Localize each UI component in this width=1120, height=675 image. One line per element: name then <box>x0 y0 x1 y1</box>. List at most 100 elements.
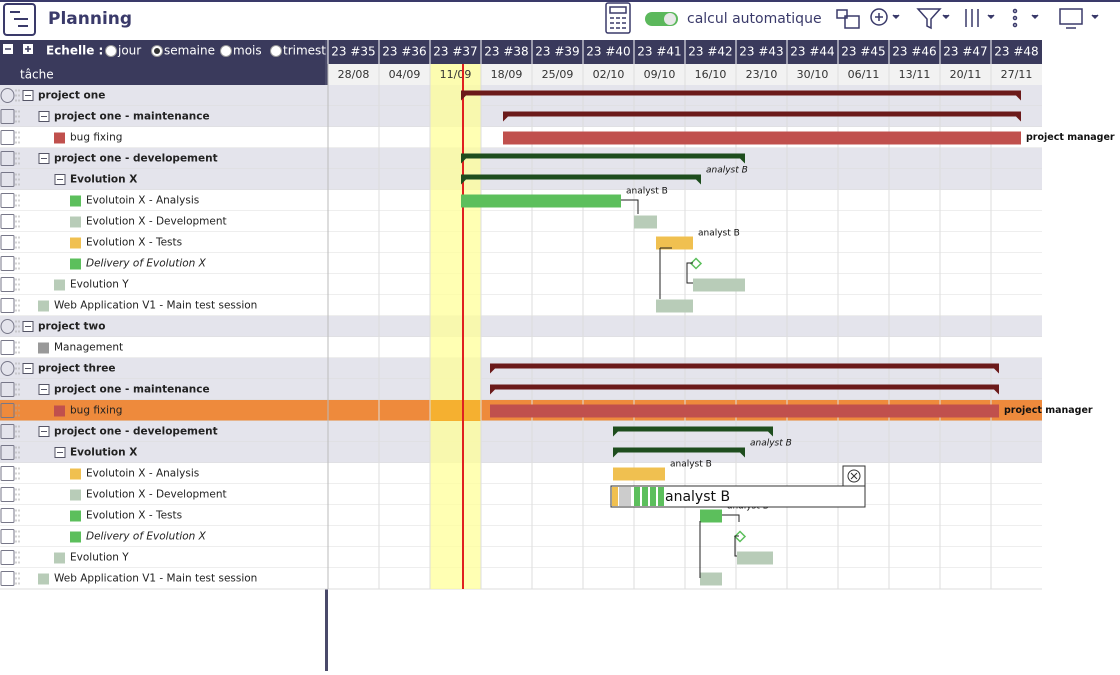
summary-bar[interactable] <box>461 153 745 164</box>
task-name[interactable]: bug fixing <box>70 132 122 144</box>
task-name[interactable]: bug fixing <box>70 405 122 417</box>
summary-bar[interactable] <box>613 447 745 458</box>
milestone[interactable] <box>733 530 747 543</box>
drag-handle[interactable] <box>15 362 20 375</box>
row-background <box>0 526 1042 547</box>
summary-bar[interactable] <box>490 363 999 374</box>
drag-handle[interactable] <box>15 551 20 564</box>
group-name[interactable]: project one - developement <box>54 153 218 165</box>
drag-handle[interactable] <box>15 257 20 270</box>
summary-bar[interactable] <box>503 111 1021 122</box>
task-bar[interactable] <box>700 509 722 523</box>
milestone[interactable] <box>689 257 703 270</box>
calculator-icon[interactable] <box>605 2 631 34</box>
row-icon <box>0 172 15 187</box>
scale-radio[interactable] <box>105 45 117 57</box>
drag-handle[interactable] <box>15 215 20 228</box>
task-name[interactable]: Evolutoin X - Analysis <box>86 195 199 207</box>
task-name[interactable]: Evolution Y <box>70 552 129 564</box>
drag-handle[interactable] <box>15 383 20 396</box>
drag-handle[interactable] <box>15 530 20 543</box>
group-name[interactable]: project one <box>38 90 105 102</box>
scale-option[interactable]: trimest <box>283 44 326 58</box>
more-menu[interactable] <box>1012 8 1039 28</box>
task-name[interactable]: Delivery of Evolution X <box>86 531 207 543</box>
task-bar[interactable] <box>634 215 657 229</box>
drag-handle[interactable] <box>15 278 20 291</box>
summary-bar[interactable] <box>490 384 999 395</box>
drag-handle[interactable] <box>15 446 20 459</box>
drag-handle[interactable] <box>15 110 20 123</box>
task-bar[interactable] <box>461 194 621 208</box>
drag-handle[interactable] <box>15 488 20 501</box>
task-name[interactable]: Web Application V1 - Main test session <box>54 300 257 312</box>
task-name[interactable]: Evolution Y <box>70 279 129 291</box>
group-name[interactable]: project two <box>38 321 105 333</box>
row-icon <box>0 466 15 481</box>
task-bar[interactable] <box>613 467 665 481</box>
task-bar[interactable] <box>700 572 722 586</box>
add-menu[interactable] <box>870 8 900 26</box>
drag-handle[interactable] <box>15 425 20 438</box>
task-bar[interactable] <box>656 236 693 250</box>
resource-icon[interactable] <box>836 9 860 29</box>
drag-handle[interactable] <box>15 341 20 354</box>
collapse-all[interactable] <box>3 44 13 54</box>
drag-handle[interactable] <box>15 467 20 480</box>
scale-option[interactable]: semaine <box>164 44 215 58</box>
display-menu[interactable] <box>1059 8 1099 29</box>
scale-radio[interactable] <box>270 45 282 57</box>
task-bar[interactable] <box>503 131 1021 145</box>
app-icon[interactable] <box>3 3 36 36</box>
task-name[interactable]: Evolution X - Development <box>86 489 227 501</box>
expand-all[interactable] <box>23 44 33 54</box>
task-name[interactable]: Evolutoin X - Analysis <box>86 468 199 480</box>
task-color <box>70 468 81 480</box>
task-name[interactable]: Evolution X - Tests <box>86 237 182 249</box>
task-name[interactable]: Delivery of Evolution X <box>86 258 207 270</box>
task-bar[interactable] <box>693 278 745 292</box>
columns-menu[interactable] <box>965 9 995 27</box>
date-label: 25/09 <box>542 68 574 81</box>
summary-bar[interactable] <box>461 90 1021 101</box>
group-name[interactable]: project one - maintenance <box>54 111 210 123</box>
drag-handle[interactable] <box>15 320 20 333</box>
group-name[interactable]: project one - developement <box>54 426 218 438</box>
group-name[interactable]: project three <box>38 363 115 375</box>
task-name[interactable]: Evolution X - Tests <box>86 510 182 522</box>
group-name[interactable]: Evolution X <box>70 174 137 186</box>
drag-handle[interactable] <box>15 572 20 585</box>
drag-handle[interactable] <box>15 236 20 249</box>
week-label: 23 #48 <box>994 45 1038 59</box>
summary-bar[interactable] <box>461 174 701 185</box>
drag-handle[interactable] <box>15 509 20 522</box>
task-bar[interactable] <box>737 551 773 565</box>
scale-radio[interactable] <box>220 45 232 57</box>
resource-label: project manager <box>1026 132 1115 143</box>
drag-handle[interactable] <box>15 194 20 207</box>
group-name[interactable]: project one - maintenance <box>54 384 210 396</box>
row-background <box>0 442 1042 463</box>
date-label: 30/10 <box>797 68 829 81</box>
drag-handle[interactable] <box>15 404 20 417</box>
task-name[interactable]: Evolution X - Development <box>86 216 227 228</box>
drag-handle[interactable] <box>15 299 20 312</box>
task-name[interactable]: Management <box>54 342 123 354</box>
drag-handle[interactable] <box>15 152 20 165</box>
scale-option[interactable]: jour <box>117 44 141 58</box>
filter-menu[interactable] <box>916 8 950 30</box>
task-bar[interactable] <box>656 299 693 313</box>
task-name[interactable]: Web Application V1 - Main test session <box>54 573 257 585</box>
tooltip-close[interactable] <box>847 469 861 483</box>
drag-handle[interactable] <box>15 89 20 102</box>
group-name[interactable]: Evolution X <box>70 447 137 459</box>
date-label: 23/10 <box>746 68 778 81</box>
scale-option[interactable]: mois <box>233 44 262 58</box>
resource-label: analyst B <box>750 439 792 449</box>
summary-bar[interactable] <box>613 426 773 437</box>
drag-handle[interactable] <box>15 173 20 186</box>
task-bar[interactable] <box>490 404 999 418</box>
auto-calc-toggle[interactable] <box>645 12 678 26</box>
drag-handle[interactable] <box>15 131 20 144</box>
